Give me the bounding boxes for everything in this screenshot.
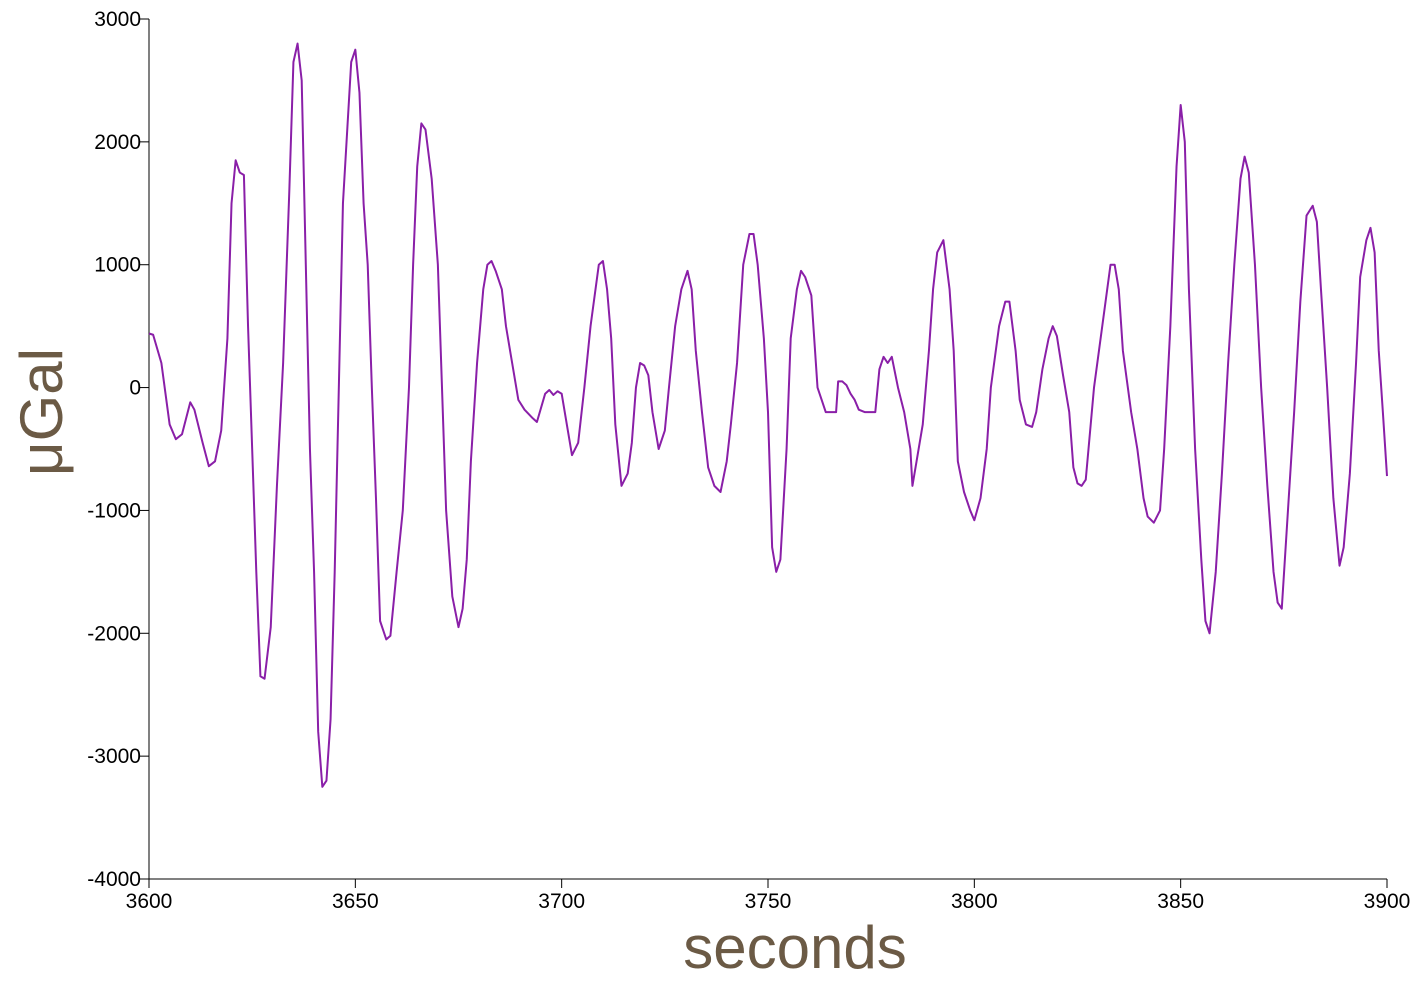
data-line (148, 42, 1388, 788)
x-tick-label: 3750 (745, 890, 792, 913)
x-tick-label: 3700 (538, 890, 585, 913)
y-tick-label: -1000 (87, 499, 141, 522)
y-tick-label: 2000 (94, 131, 141, 154)
y-axis-label: μGal (8, 348, 75, 476)
y-tick-label: -3000 (87, 745, 141, 768)
x-axis-label: seconds (683, 914, 906, 981)
y-tick-label: 3000 (94, 8, 141, 31)
x-tick-label: 3900 (1364, 890, 1411, 913)
y-tick-label: 1000 (94, 254, 141, 277)
x-tick-label: 3600 (126, 890, 173, 913)
y-tick-label: 0 (129, 377, 141, 400)
x-tick-label: 3800 (951, 890, 998, 913)
x-tick-label: 3850 (1157, 890, 1204, 913)
y-tick-label: -4000 (87, 868, 141, 891)
y-tick-label: -2000 (87, 622, 141, 645)
x-tick-label: 3650 (332, 890, 379, 913)
